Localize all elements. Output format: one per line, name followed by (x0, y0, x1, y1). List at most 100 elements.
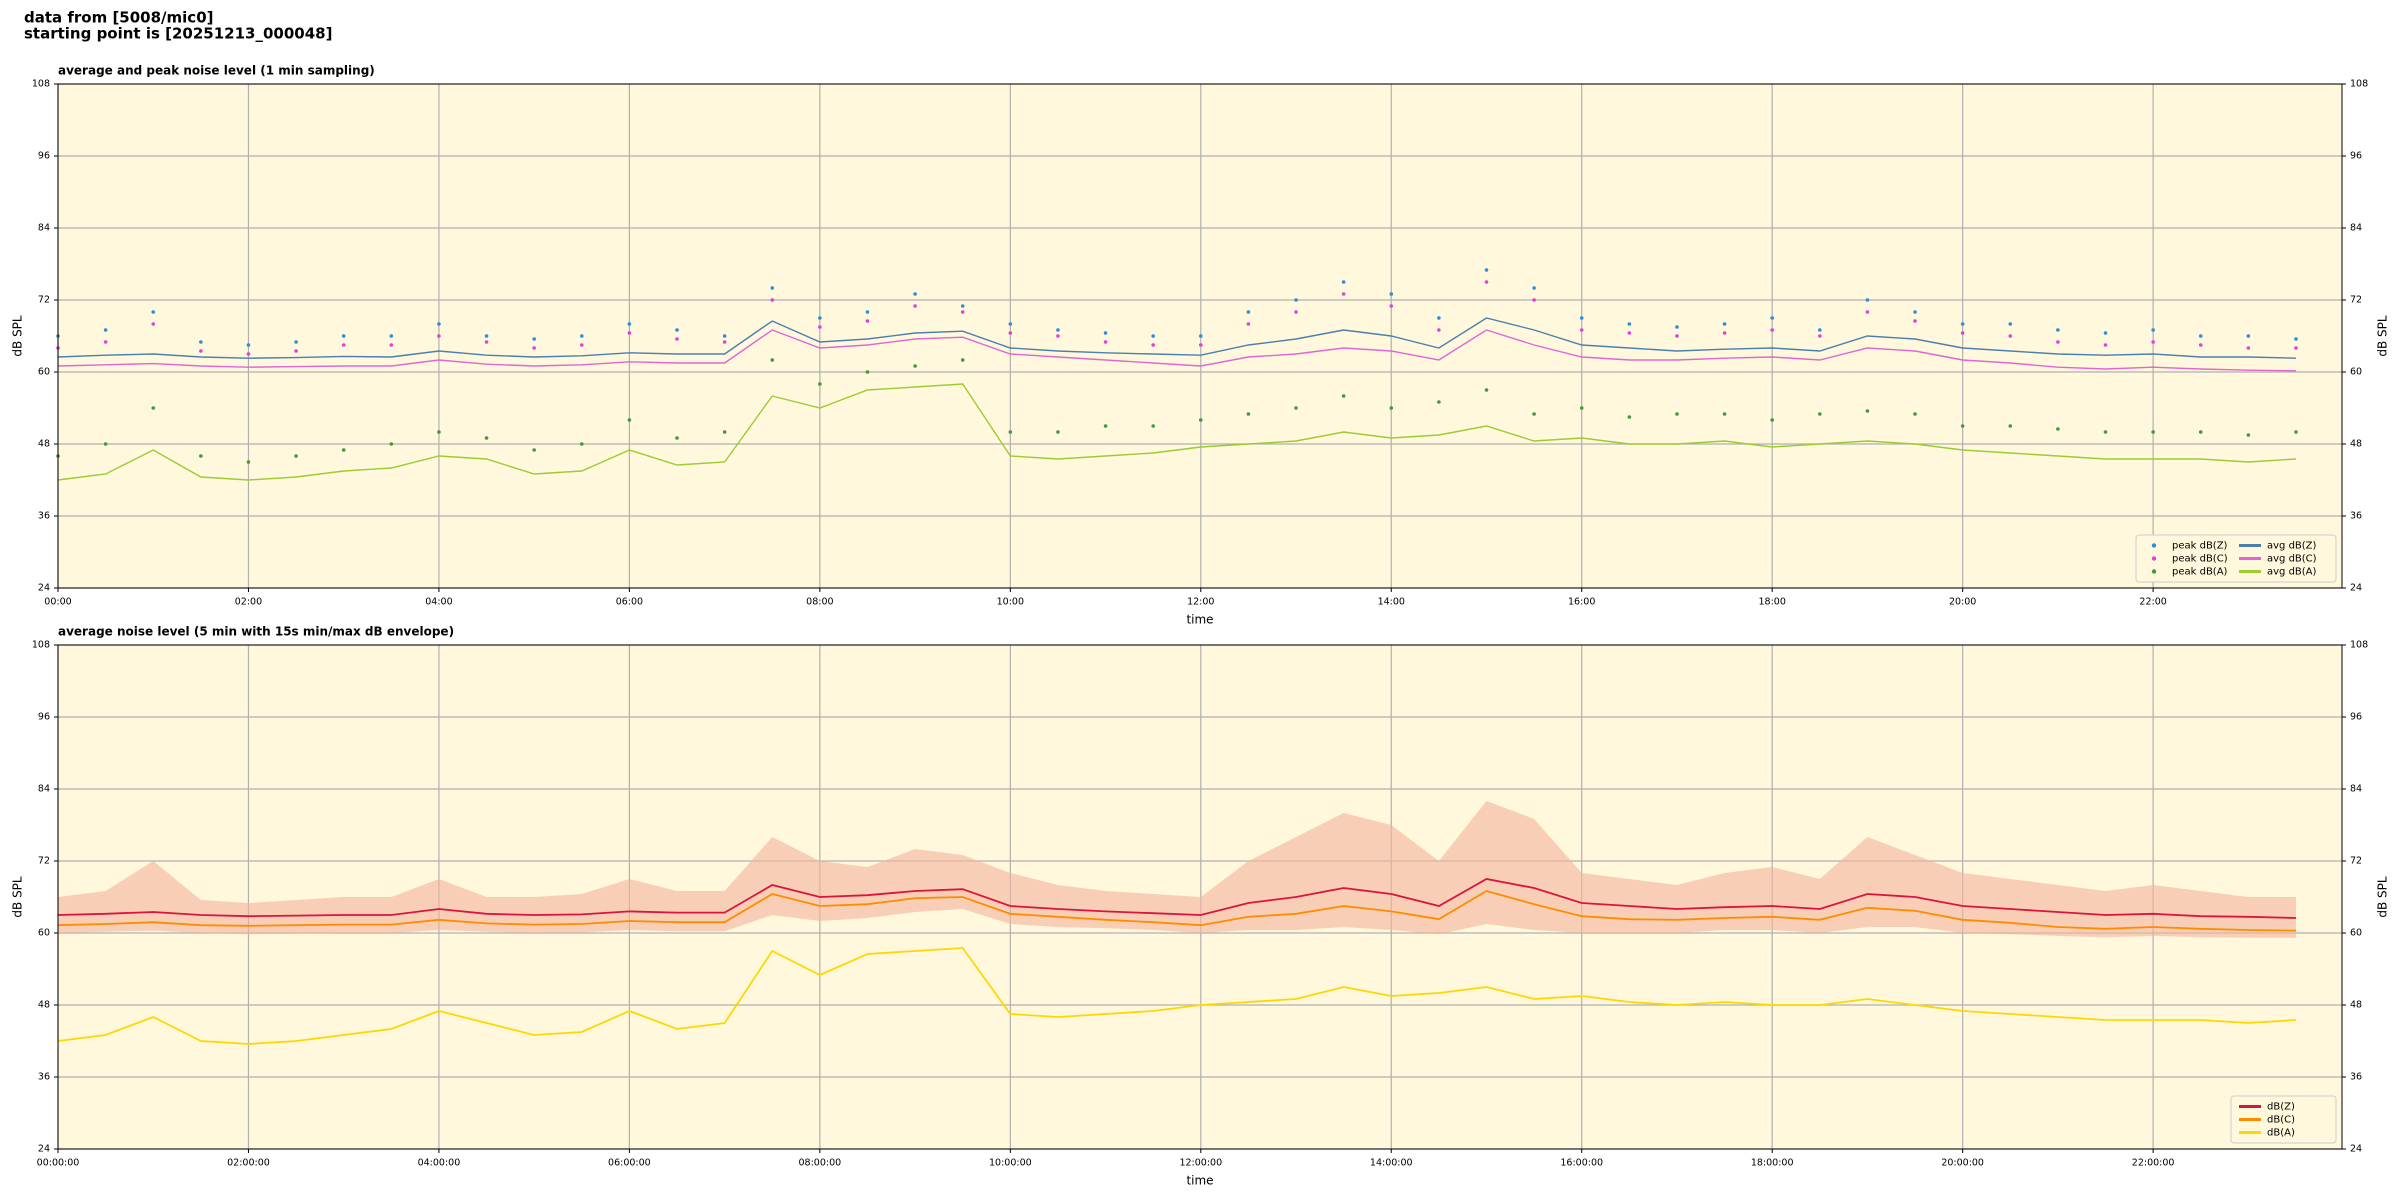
legend-label: peak dB(A) (2172, 567, 2228, 578)
peak-point (151, 322, 156, 326)
y-tick-label: 108 (32, 79, 50, 90)
peak-point (103, 328, 108, 332)
peak-point (1151, 334, 1155, 338)
y-tick-label: 96 (38, 712, 50, 723)
legend-label: peak dB(Z) (2172, 541, 2228, 552)
peak-point (341, 448, 346, 452)
peak-point (1437, 400, 1441, 404)
series-line (57, 317, 2296, 359)
x-tick-label: 02:00 (235, 597, 262, 608)
x-tick-label: 18:00:00 (1751, 1158, 1794, 1169)
peak-point (1341, 292, 1346, 296)
x-tick-label: 06:00:00 (608, 1158, 651, 1169)
y-tick-label: 72 (38, 295, 50, 306)
peak-point (865, 319, 870, 323)
peak-point (199, 349, 203, 353)
peak-point (1913, 310, 1917, 314)
peak-point (1056, 430, 1060, 434)
y-tick-label: 48 (2350, 1000, 2362, 1011)
x-tick-label: 16:00:00 (1560, 1158, 1603, 1169)
legend-label: avg dB(A) (2267, 567, 2317, 578)
peak-point (1960, 331, 1965, 335)
peak-point (1008, 331, 1013, 335)
peak-point (1103, 340, 1108, 344)
x-tick-label: 04:00:00 (418, 1158, 461, 1169)
plot-frame (57, 83, 2343, 589)
peak-point (1627, 331, 1632, 335)
peak-point (722, 430, 727, 434)
peak-point (1627, 322, 1632, 326)
peak-point (151, 406, 156, 410)
peak-point (1675, 412, 1679, 416)
peak-point (1579, 316, 1584, 320)
x-tick-label: 22:00 (2139, 597, 2166, 608)
peak-point (532, 337, 536, 341)
peak-point (2008, 424, 2013, 428)
peak-point (1484, 388, 1489, 392)
peak-point (389, 334, 394, 338)
peak-point (1008, 430, 1013, 434)
x-tick-label: 04:00 (425, 597, 452, 608)
x-tick-label: 10:00 (997, 597, 1024, 608)
series-line (57, 890, 2296, 932)
peak-point (2056, 427, 2060, 431)
legend-label: dB(C) (2267, 1115, 2295, 1126)
series-line (57, 329, 2296, 372)
y-axis-label: dB SPL (2376, 315, 2390, 357)
peak-point (1437, 316, 1441, 320)
peak-point (2294, 337, 2298, 341)
peak-point (1532, 412, 1536, 416)
y-tick-label: 84 (2350, 784, 2362, 795)
peak-point (1960, 322, 1965, 326)
peak-point (1341, 280, 1346, 284)
peak-point (1294, 298, 1298, 302)
peak-point (2103, 331, 2108, 335)
peak-point (1103, 331, 1108, 335)
peak-point (437, 430, 441, 434)
legend-marker (2151, 543, 2157, 548)
peak-point (1389, 292, 1394, 296)
peak-point (1579, 328, 1584, 332)
peak-point (1294, 310, 1298, 314)
plot-title: average and peak noise level (1 min samp… (58, 64, 375, 78)
envelope-area (58, 801, 2296, 938)
peak-point (675, 436, 679, 440)
peak-point (1865, 310, 1870, 314)
y-tick-label: 84 (38, 784, 50, 795)
peak-point (1294, 406, 1298, 410)
legend-label: dB(Z) (2267, 1102, 2295, 1113)
y-tick-label: 36 (38, 1072, 50, 1083)
y-tick-label: 36 (2350, 511, 2362, 522)
y-tick-label: 96 (2350, 151, 2362, 162)
peak-point (1198, 418, 1203, 422)
peak-point (818, 316, 822, 320)
peak-point (1532, 286, 1536, 290)
y-tick-label: 72 (38, 856, 50, 867)
y-tick-label: 48 (38, 1000, 50, 1011)
x-tick-label: 12:00:00 (1179, 1158, 1222, 1169)
peak-point (1818, 412, 1822, 416)
x-axis-label: time (1186, 1174, 1213, 1188)
peak-point (437, 322, 441, 326)
x-tick-label: 00:00:00 (37, 1158, 80, 1169)
peak-point (1198, 343, 1203, 347)
peak-point (913, 292, 917, 296)
peak-point (151, 310, 156, 314)
peak-point (1389, 406, 1394, 410)
legend: dB(Z) dB(C) dB(A) (2230, 1095, 2337, 1144)
peak-point (2008, 334, 2013, 338)
peak-point (1341, 394, 1346, 398)
peak-point (1246, 412, 1251, 416)
x-tick-label: 14:00:00 (1370, 1158, 1413, 1169)
series-line (57, 947, 2297, 1045)
x-tick-label: 18:00 (1758, 597, 1785, 608)
peak-point (389, 442, 394, 446)
peak-point (722, 340, 727, 344)
peak-point (1770, 316, 1774, 320)
peak-point (341, 343, 346, 347)
header-line: data from [5008/mic0] (24, 9, 214, 27)
peak-point (1246, 310, 1251, 314)
peak-point (484, 334, 489, 338)
peak-point (1151, 424, 1155, 428)
